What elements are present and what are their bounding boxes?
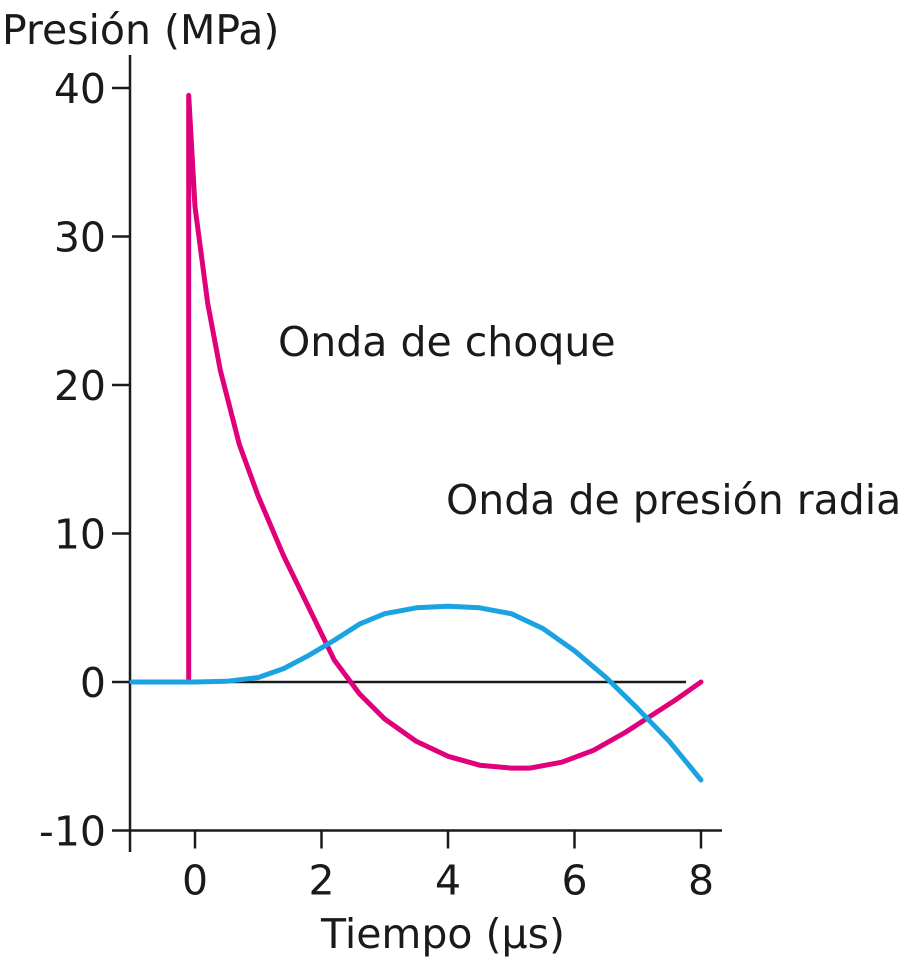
series-line-onda-de-presion-radial xyxy=(129,603,704,783)
y-tick-label: -10 xyxy=(39,808,106,856)
x-tick-label: 0 xyxy=(182,857,208,905)
y-ticks: -10 0 10 20 30 40 xyxy=(39,65,130,856)
y-tick-label: 30 xyxy=(54,214,106,262)
annotation-onda-de-presion-radial: Onda de presión radial xyxy=(446,476,900,524)
x-tick-label: 4 xyxy=(435,857,461,905)
y-tick-label: 0 xyxy=(80,659,106,707)
annotations: Onda de choque Onda de presión radial xyxy=(278,318,900,524)
annotation-onda-de-choque: Onda de choque xyxy=(278,318,616,366)
x-axis-label: Tiempo (µs) xyxy=(320,910,565,958)
series-line-onda-de-choque xyxy=(129,92,704,771)
x-tick-label: 8 xyxy=(688,857,714,905)
y-tick-label: 20 xyxy=(54,362,106,410)
y-axis-label: Presión (MPa) xyxy=(2,6,279,54)
x-ticks: 0 2 4 6 8 xyxy=(182,830,714,905)
y-tick-label: 40 xyxy=(54,65,106,113)
axes xyxy=(128,55,722,852)
series-layer xyxy=(129,92,704,783)
x-tick-label: 2 xyxy=(308,857,334,905)
y-tick-label: 10 xyxy=(54,511,106,559)
x-tick-label: 6 xyxy=(561,857,587,905)
